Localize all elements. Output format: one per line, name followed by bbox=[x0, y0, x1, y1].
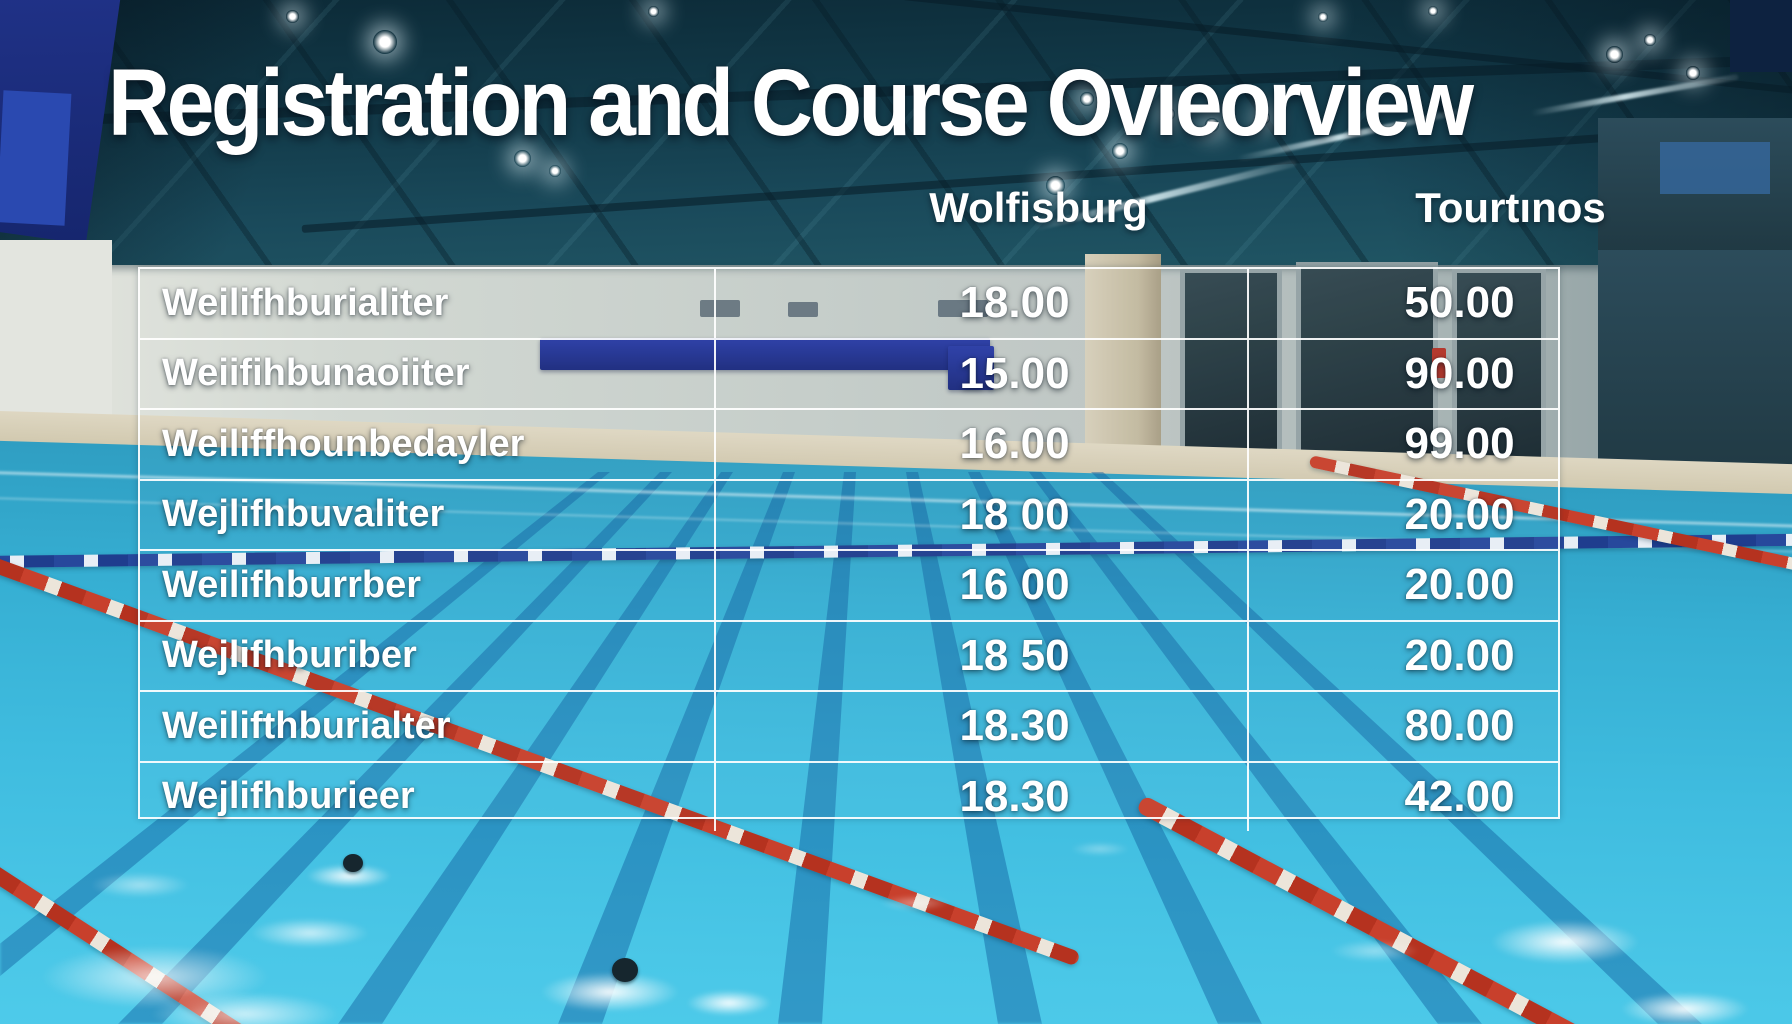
course-name: Weilifthburialter bbox=[162, 704, 451, 747]
wolfisburg-value: 18.30 bbox=[714, 692, 1247, 761]
wolfisburg-value: 16.00 bbox=[714, 410, 1247, 479]
column-header-wolfisburg: Wolfisburg bbox=[929, 184, 1148, 231]
ceiling-light bbox=[1258, 112, 1270, 124]
wolfisburg-value: 16 00 bbox=[714, 551, 1247, 620]
tourtinos-value: 20.00 bbox=[1247, 480, 1558, 549]
wall-sign bbox=[700, 300, 740, 317]
wall-sign bbox=[938, 300, 988, 317]
ceiling-light bbox=[286, 10, 299, 23]
wolfisburg-value: 18.00 bbox=[714, 269, 1247, 338]
table-row: Wejlifhburieer 18.30 42.00 bbox=[140, 760, 1558, 831]
table-row: Weilifhburialiter 18.00 50.00 bbox=[140, 269, 1558, 338]
course-name: Weilifhburrber bbox=[162, 563, 421, 606]
ceiling-light bbox=[1205, 118, 1219, 132]
swimmer-splash bbox=[686, 990, 772, 1016]
wall-sign bbox=[788, 302, 818, 317]
water-glint bbox=[1070, 842, 1130, 856]
page-title: Registration and Course Ovıeorview bbox=[108, 50, 1474, 157]
column-header-tourtinos: Tourtınos bbox=[1415, 184, 1606, 231]
swimmer-head bbox=[612, 958, 638, 982]
course-name: Weiliffhounbedayler bbox=[162, 422, 525, 465]
ceiling-light bbox=[648, 6, 659, 17]
table-column-headers: Wolfisburg Tourtınos bbox=[0, 184, 1792, 232]
course-name: Weiifihbunaoiiter bbox=[162, 352, 470, 395]
ceiling-light bbox=[1046, 176, 1065, 195]
course-table: Weilifhburialiter 18.00 50.00 Weiifihbun… bbox=[138, 267, 1560, 831]
tourtinos-value: 90.00 bbox=[1247, 339, 1558, 408]
water-glint bbox=[90, 872, 190, 898]
ceiling-light bbox=[1318, 12, 1328, 22]
starting-block bbox=[948, 346, 994, 390]
tourtinos-value: 80.00 bbox=[1247, 692, 1558, 761]
tourtinos-value: 20.00 bbox=[1247, 621, 1558, 690]
glass-reflection bbox=[1660, 142, 1770, 194]
tourtinos-value: 99.00 bbox=[1247, 410, 1558, 479]
swimmer-splash bbox=[540, 972, 680, 1012]
course-name: Wejlifhbuvaliter bbox=[162, 493, 445, 536]
swimmer-head bbox=[343, 854, 363, 872]
table-row: Weilifthburialter 18.30 80.00 bbox=[140, 690, 1558, 761]
ceiling-light bbox=[1428, 6, 1438, 16]
tourtinos-value: 20.00 bbox=[1247, 551, 1558, 620]
wolfisburg-value: 18 00 bbox=[714, 480, 1247, 549]
course-name: Wejlifhburieer bbox=[162, 775, 415, 818]
table-row: Weiliffhounbedayler 16.00 99.00 bbox=[140, 408, 1558, 479]
tourtinos-value: 50.00 bbox=[1247, 269, 1558, 338]
ceiling-light bbox=[1644, 34, 1656, 46]
table-row: Wejlifhbuvaliter 18 00 20.00 bbox=[140, 478, 1558, 549]
water-splash bbox=[1490, 920, 1640, 964]
table-row: Weilifhburrber 16 00 20.00 bbox=[140, 549, 1558, 620]
tourtinos-value: 42.00 bbox=[1247, 762, 1558, 831]
blue-banner bbox=[540, 338, 990, 370]
table-row: Weiifihbunaoiiter 15.00 90.00 bbox=[140, 337, 1558, 408]
wolfisburg-value: 15.00 bbox=[714, 339, 1247, 408]
ceiling-light bbox=[1686, 66, 1700, 80]
ceiling-light bbox=[1606, 46, 1623, 63]
course-name: Wejlifhburiber bbox=[162, 634, 417, 677]
ceiling-light bbox=[1112, 143, 1128, 159]
table-row: Wejlifhburiber 18 50 20.00 bbox=[140, 619, 1558, 690]
ceiling-light bbox=[1080, 92, 1094, 106]
course-name: Weilifhburialiter bbox=[162, 281, 449, 324]
glass-door bbox=[1452, 268, 1546, 476]
right-glass-wall bbox=[1598, 250, 1792, 485]
ceiling-light bbox=[549, 165, 561, 177]
water-glint bbox=[1330, 940, 1420, 962]
wolfisburg-value: 18.30 bbox=[714, 762, 1247, 831]
ceiling-light bbox=[1163, 108, 1175, 120]
ceiling-light bbox=[514, 150, 531, 167]
blue-corner-panel bbox=[1730, 0, 1792, 72]
deck-pillar bbox=[1085, 254, 1161, 480]
fire-extinguisher bbox=[1432, 348, 1446, 378]
wolfisburg-value: 18 50 bbox=[714, 621, 1247, 690]
water-glint bbox=[880, 895, 950, 911]
water-glint bbox=[150, 992, 340, 1024]
ceiling-light bbox=[373, 30, 397, 54]
water-glint bbox=[250, 918, 370, 948]
water-splash bbox=[1620, 992, 1750, 1024]
